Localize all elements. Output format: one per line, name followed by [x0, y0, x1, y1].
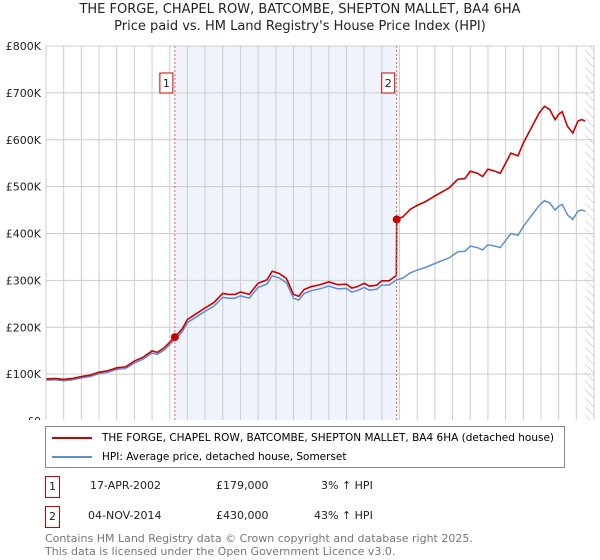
y-tick-label: £200K [6, 321, 42, 334]
property-price-line [45, 105, 586, 381]
transaction-date: 04-NOV-2014 [88, 509, 162, 522]
chart-subtitle: Price paid vs. HM Land Registry's House … [114, 19, 486, 34]
transaction-price: £179,000 [216, 479, 269, 492]
transaction-hpi: 3% ↑ HPI [321, 479, 373, 492]
sale-point [170, 333, 179, 342]
transaction-marker: 1 [45, 476, 60, 498]
y-tick-label: £600K [6, 134, 42, 147]
footer-line: Contains HM Land Registry data © Crown c… [45, 532, 473, 545]
sale-label-box [381, 72, 396, 94]
y-tick-label: £0 [27, 415, 41, 420]
legend-label-property: THE FORGE, CHAPEL ROW, BATCOMBE, SHEPTON… [102, 432, 555, 444]
footer-line: This data is licensed under the Open Gov… [45, 545, 396, 558]
plot-area: 1995199619971998199920002001200220032004… [6, 40, 595, 420]
transaction-row: 2 04-NOV-2014 £430,000 43% ↑ HPI [45, 506, 545, 528]
hpi-line [45, 199, 586, 382]
sale-label-box [159, 72, 174, 94]
legend-item-property: THE FORGE, CHAPEL ROW, BATCOMBE, SHEPTON… [52, 432, 554, 444]
sale-point [392, 215, 401, 224]
plot-border [45, 45, 595, 420]
legend-label-hpi: HPI: Average price, detached house, Some… [102, 451, 347, 463]
legend-swatch-property [52, 437, 92, 439]
footer: Contains HM Land Registry data © Crown c… [45, 532, 473, 558]
legend: THE FORGE, CHAPEL ROW, BATCOMBE, SHEPTON… [45, 426, 565, 468]
y-tick-label: £400K [6, 228, 42, 241]
transaction-date: 17-APR-2002 [90, 479, 162, 492]
legend-item-hpi: HPI: Average price, detached house, Some… [52, 451, 347, 463]
y-tick-label: £800K [6, 40, 42, 53]
sale-label: 2 [385, 77, 392, 90]
sale-label: 1 [163, 77, 170, 90]
transaction-marker: 2 [45, 506, 60, 528]
legend-swatch-hpi [52, 456, 92, 458]
transaction-row: 1 17-APR-2002 £179,000 3% ↑ HPI [45, 476, 545, 498]
y-tick-label: £500K [6, 181, 42, 194]
y-tick-label: £300K [6, 274, 42, 287]
transaction-hpi: 43% ↑ HPI [314, 509, 373, 522]
y-tick-label: £100K [6, 368, 42, 381]
transaction-price: £430,000 [216, 509, 269, 522]
y-tick-label: £700K [6, 87, 42, 100]
chart-title: THE FORGE, CHAPEL ROW, BATCOMBE, SHEPTON… [79, 2, 521, 17]
